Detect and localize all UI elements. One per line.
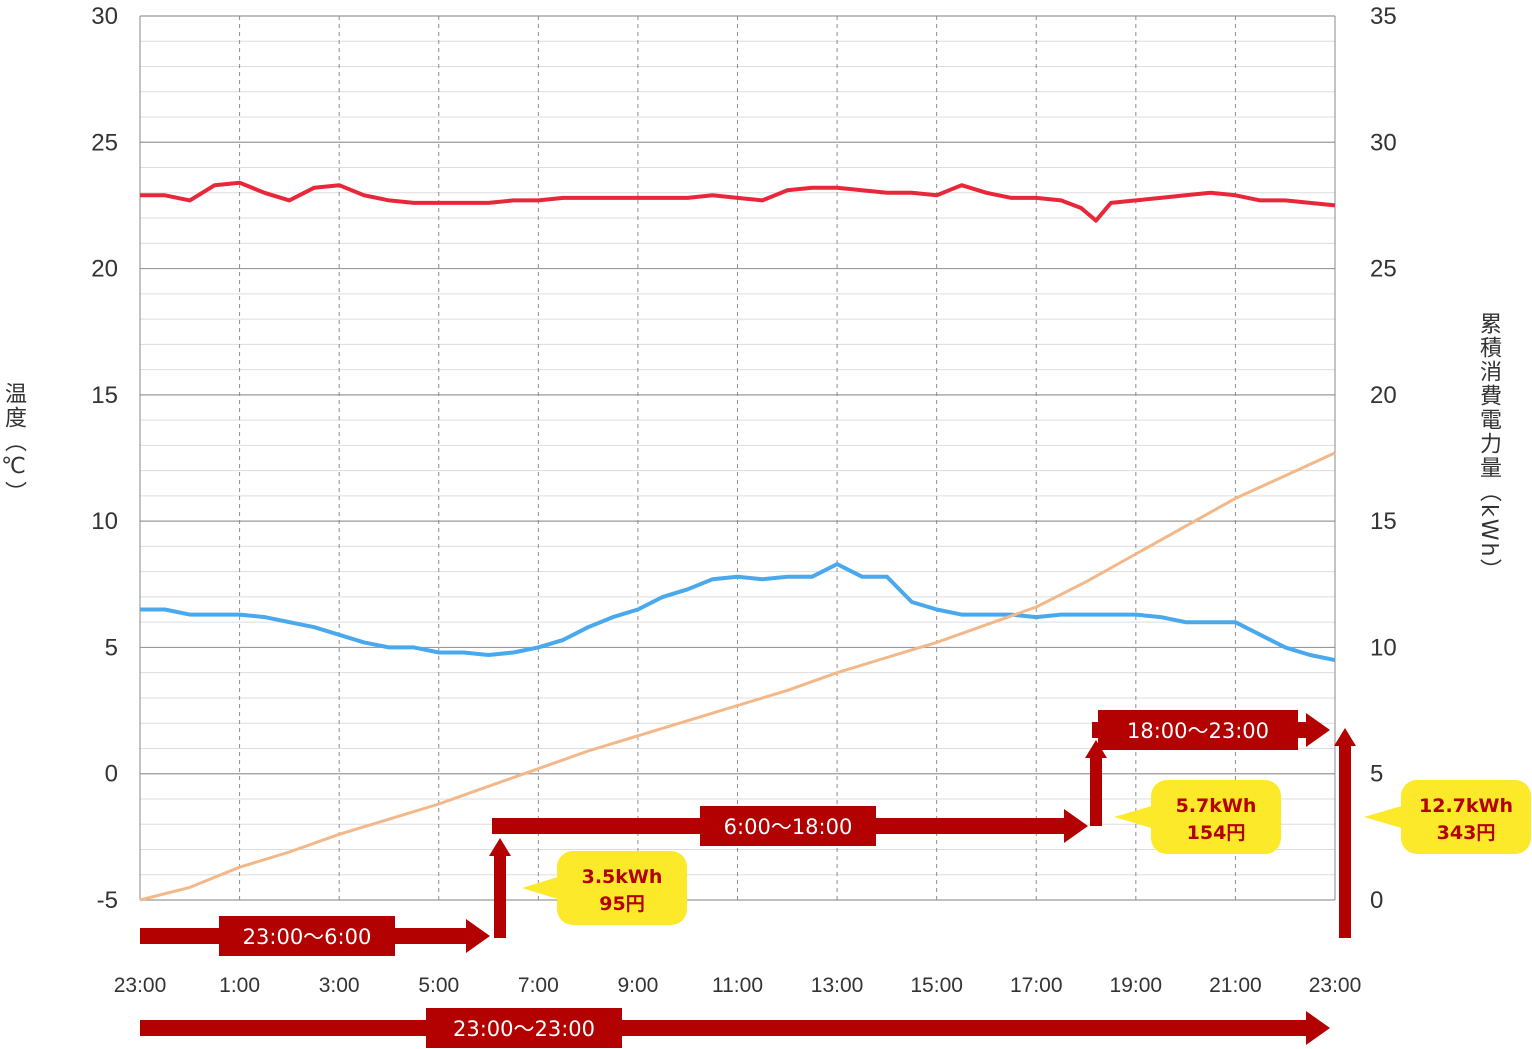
x-tick-label: 17:00 bbox=[1010, 974, 1063, 997]
y-left-tick-label: 0 bbox=[105, 761, 118, 788]
cumulative-energy-line bbox=[139, 451, 1336, 902]
y-left-axis-label: 温度（℃） bbox=[1, 382, 26, 505]
y-left-tick-label: 10 bbox=[91, 508, 118, 535]
y-left-ticks: 30 25 20 15 10 5 0 -5 bbox=[91, 3, 118, 914]
outdoor-temperature-line bbox=[140, 562, 1336, 663]
callout-cost: 95円 bbox=[599, 893, 644, 915]
period-step-up-2 bbox=[1090, 756, 1102, 826]
x-tick-label: 19:00 bbox=[1110, 974, 1163, 997]
x-tick-label: 1:00 bbox=[219, 974, 260, 997]
y-right-axis-label: 累積消費電力量（kWh） bbox=[1476, 312, 1501, 583]
y-left-tick-label: 25 bbox=[91, 129, 118, 156]
period-evening-box bbox=[1098, 710, 1298, 750]
period-arrow-evening-head bbox=[1306, 713, 1330, 747]
callout-cost: 154円 bbox=[1187, 822, 1246, 844]
callout-box bbox=[557, 851, 687, 925]
x-tick-label: 21:00 bbox=[1209, 974, 1262, 997]
y-right-tick-label: 25 bbox=[1370, 256, 1397, 283]
x-tick-label: 5:00 bbox=[418, 974, 459, 997]
callout-box bbox=[1401, 780, 1531, 854]
period-step-up-2-head bbox=[1085, 740, 1107, 758]
period-night-label: 23:00〜6:00 bbox=[243, 925, 372, 949]
y-right-tick-label: 15 bbox=[1370, 508, 1397, 535]
x-tick-label: 15:00 bbox=[910, 974, 963, 997]
callout-energy: 3.5kWh bbox=[582, 866, 663, 888]
y-right-tick-label: 10 bbox=[1370, 634, 1397, 661]
x-tick-label: 3:00 bbox=[319, 974, 360, 997]
y-left-tick-label: 5 bbox=[105, 634, 118, 661]
period-day-label: 6:00〜18:00 bbox=[724, 815, 853, 839]
x-tick-label: 7:00 bbox=[518, 974, 559, 997]
y-right-tick-label: 35 bbox=[1370, 3, 1397, 30]
period-total-box bbox=[426, 1008, 622, 1048]
period-arrow-night-head bbox=[466, 919, 490, 953]
callout-pointer bbox=[1114, 805, 1155, 829]
period-arrow-total-shaft bbox=[140, 1020, 1310, 1036]
x-tick-label: 23:00 bbox=[114, 974, 167, 997]
y-right-ticks: 35 30 25 20 15 10 5 0 bbox=[1370, 3, 1397, 914]
period-total-up-head bbox=[1334, 728, 1356, 746]
period-arrow-total-head bbox=[1306, 1011, 1330, 1045]
x-ticks: 23:00 1:00 3:00 5:00 7:00 9:00 11:00 13:00 15:00… bbox=[114, 974, 1362, 997]
callout-pointer bbox=[1364, 805, 1405, 829]
period-step-up-1-head bbox=[489, 838, 511, 856]
callout-cost: 343円 bbox=[1437, 822, 1496, 844]
callout-pointer bbox=[522, 876, 561, 900]
period-day-box bbox=[700, 806, 876, 846]
x-tick-label: 9:00 bbox=[617, 974, 658, 997]
y-right-tick-label: 30 bbox=[1370, 129, 1397, 156]
series-layer bbox=[139, 180, 1336, 902]
y-right-tick-label: 20 bbox=[1370, 382, 1397, 409]
period-arrow-day-head bbox=[1064, 809, 1088, 843]
y-right-tick-label: 0 bbox=[1370, 887, 1383, 914]
periods-layer: 23:00〜6:00 6:00〜18:00 18:00〜23:00 23:00〜23:… bbox=[140, 710, 1356, 1048]
callout-energy: 5.7kWh bbox=[1176, 795, 1257, 817]
period-evening-label: 18:00〜23:00 bbox=[1127, 719, 1269, 743]
callouts-layer: 3.5kWh 95円 5.7kWh 154円 12.7kWh 343円 bbox=[522, 780, 1531, 925]
period-total-label: 23:00〜23:00 bbox=[453, 1017, 595, 1041]
x-tick-label: 23:00 bbox=[1309, 974, 1362, 997]
period-night-box bbox=[219, 916, 395, 956]
grid bbox=[139, 15, 1336, 901]
period-step-up-1 bbox=[494, 854, 506, 938]
x-tick-label: 13:00 bbox=[811, 974, 864, 997]
x-tick-label: 11:00 bbox=[712, 974, 763, 997]
y-left-tick-label: -5 bbox=[97, 887, 118, 914]
y-left-tick-label: 20 bbox=[91, 256, 118, 283]
y-left-tick-label: 15 bbox=[91, 382, 118, 409]
indoor-temperature-line bbox=[140, 180, 1336, 223]
callout-box bbox=[1151, 780, 1281, 854]
period-total-up bbox=[1339, 744, 1351, 938]
callout-energy: 12.7kWh bbox=[1419, 795, 1513, 817]
y-left-tick-label: 30 bbox=[91, 3, 118, 30]
y-right-tick-label: 5 bbox=[1370, 761, 1383, 788]
